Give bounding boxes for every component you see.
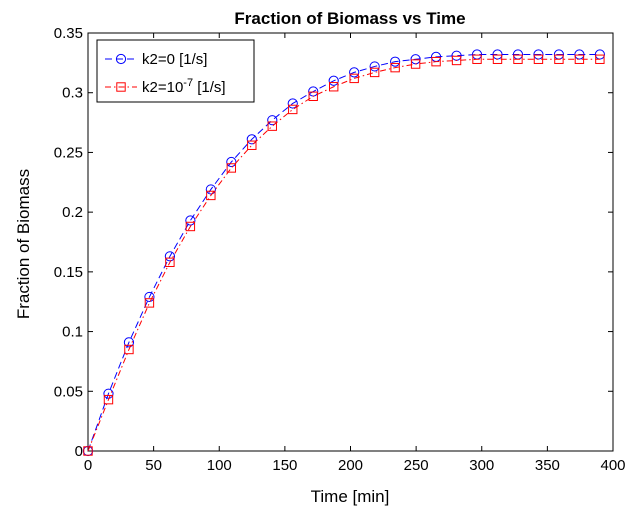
data-point-2 <box>206 190 216 201</box>
data-point-2 <box>431 56 441 67</box>
data-point-1 <box>267 115 278 126</box>
y-tick-label: 0.35 <box>54 25 83 42</box>
data-point-2 <box>83 446 93 456</box>
data-point-1 <box>574 49 585 60</box>
data-point-2 <box>369 67 380 78</box>
x-tick-label: 50 <box>145 457 162 474</box>
data-point-2 <box>185 221 196 232</box>
data-point-2 <box>554 54 564 64</box>
chart-title: Fraction of Biomass vs Time <box>234 9 465 28</box>
data-point-2 <box>308 91 318 101</box>
data-point-2 <box>226 163 237 173</box>
data-point-2 <box>103 394 114 405</box>
x-tick-label: 300 <box>469 457 494 474</box>
data-point-1 <box>390 56 401 67</box>
series-line-2 <box>87 58 600 452</box>
data-point-1 <box>144 291 155 303</box>
data-point-1 <box>246 134 257 145</box>
data-point-1 <box>328 75 339 86</box>
plot-area: 0 50 100 150 200 250 300 350 400 0 0.05 0.1 0.15 0.2 0… <box>54 25 626 474</box>
data-point-2 <box>574 54 585 64</box>
x-axis-title: Time [min] <box>311 487 390 506</box>
data-point-2 <box>288 104 298 115</box>
y-tick-label: 0.25 <box>54 144 83 161</box>
data-point-1 <box>185 215 196 226</box>
data-point-1 <box>594 49 605 60</box>
data-point-1 <box>205 184 216 195</box>
data-point-2 <box>124 344 134 355</box>
data-point-1 <box>533 49 544 60</box>
data-point-2 <box>329 82 339 92</box>
data-point-2 <box>165 257 175 268</box>
y-axis-title: Fraction of Biomass <box>14 169 33 319</box>
legend-label-2: k2=10-7 [1/s] <box>142 77 226 96</box>
y-tick-label: 0 <box>75 443 83 460</box>
data-point-2 <box>472 54 482 64</box>
data-point-2 <box>390 62 400 73</box>
data-point-2 <box>247 140 257 150</box>
data-point-2 <box>513 54 523 64</box>
data-point-2 <box>451 55 462 66</box>
x-tick-label: 400 <box>600 457 625 474</box>
data-point-2 <box>533 54 544 64</box>
data-point-2 <box>492 54 503 64</box>
y-tick-label: 0.05 <box>54 383 83 400</box>
data-point-1 <box>226 156 237 168</box>
legend: k2=0 [1/s] k2=10-7 [1/s] <box>96 39 255 103</box>
data-point-2 <box>267 121 277 131</box>
y-tick-label: 0.1 <box>62 324 83 341</box>
data-point-1 <box>164 251 175 262</box>
y-tick-label: 0.15 <box>54 264 83 281</box>
y-tick-label: 0.2 <box>62 204 83 221</box>
x-tick-label: 350 <box>535 457 560 474</box>
data-point-1 <box>369 61 380 72</box>
x-tick-label: 150 <box>272 457 297 474</box>
y-tick-label: 0.3 <box>62 85 83 102</box>
data-point-1 <box>103 388 114 399</box>
data-point-1 <box>123 337 135 348</box>
legend-marker-1 <box>115 53 127 65</box>
data-point-2 <box>410 59 421 69</box>
data-point-2 <box>144 298 155 308</box>
data-point-1 <box>349 67 360 78</box>
series-line-1 <box>87 54 600 452</box>
legend-marker-2 <box>116 82 126 92</box>
x-tick-label: 250 <box>404 457 429 474</box>
data-point-2 <box>349 73 359 84</box>
data-point-1 <box>287 98 298 109</box>
x-tick-label: 100 <box>207 457 232 474</box>
x-tick-label: 200 <box>338 457 363 474</box>
data-point-2 <box>595 54 605 64</box>
x-tick-label: 0 <box>84 457 92 474</box>
legend-label-1: k2=0 [1/s] <box>142 51 207 68</box>
